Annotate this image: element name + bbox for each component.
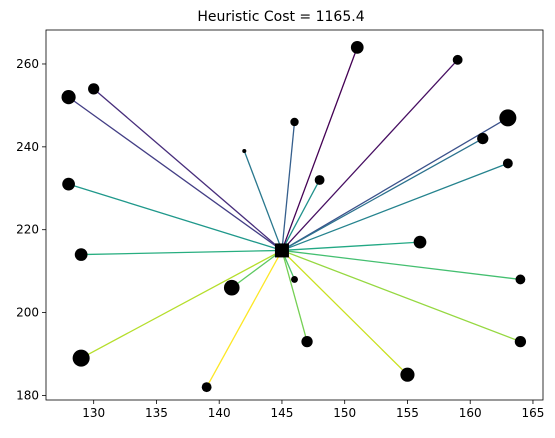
customer-point-3	[61, 90, 76, 105]
customer-point-0	[350, 41, 364, 54]
customer-point-1	[452, 54, 463, 65]
chart-title: Heuristic Cost = 1165.4	[197, 9, 364, 25]
y-tick-label-240: 240	[16, 140, 39, 154]
route-edge-9	[281, 179, 321, 251]
route-edges	[68, 47, 521, 388]
y-tick-label-220: 220	[16, 223, 39, 237]
y-tick-label-180: 180	[16, 388, 39, 402]
customer-point-16	[301, 335, 313, 348]
route-edge-12	[81, 249, 282, 256]
y-tick-label-200: 200	[16, 306, 39, 320]
customer-point-2	[88, 83, 100, 95]
customer-point-8	[502, 158, 513, 169]
route-edge-2	[93, 88, 283, 251]
x-tick-label-130: 130	[82, 406, 105, 420]
route-edge-19	[281, 249, 408, 376]
depot-marker	[274, 243, 289, 258]
customer-point-7	[242, 148, 247, 154]
customer-point-9	[314, 175, 325, 185]
customer-point-12	[74, 248, 88, 261]
customer-point-5	[290, 117, 299, 127]
y-tick-label-260: 260	[16, 57, 39, 71]
route-edge-18	[80, 249, 283, 359]
x-tick-label-155: 155	[396, 406, 419, 420]
x-tick-label-150: 150	[333, 406, 356, 420]
x-tick-label-140: 140	[208, 406, 231, 420]
plot-frame	[45, 29, 544, 401]
customer-point-6	[477, 132, 489, 145]
route-edge-16	[281, 250, 308, 342]
depot-marker-layer	[274, 243, 289, 258]
customer-point-20	[201, 382, 212, 393]
customer-point-10	[62, 177, 75, 191]
route-edge-10	[68, 183, 283, 252]
axes: 130 135 140 145 150 155 160 165 180 200 220 240 260	[16, 29, 545, 420]
route-edge-5	[281, 121, 296, 251]
customer-point-13	[515, 274, 526, 285]
customer-points	[61, 41, 527, 393]
customer-point-11	[413, 235, 427, 249]
route-edge-17	[281, 249, 521, 343]
route-edge-8	[281, 162, 509, 252]
customer-point-15	[223, 279, 240, 296]
route-edge-0	[281, 47, 358, 251]
customer-point-18	[72, 349, 90, 367]
route-edge-20	[206, 250, 283, 388]
customer-point-4	[499, 109, 517, 127]
route-edge-11	[281, 241, 421, 252]
route-edge-3	[68, 96, 283, 251]
route-edge-13	[281, 249, 521, 281]
x-tick-label-165: 165	[522, 406, 545, 420]
customer-point-19	[400, 367, 415, 382]
route-edge-15	[231, 249, 283, 289]
x-tick-label-160: 160	[459, 406, 482, 420]
x-tick-label-145: 145	[270, 406, 293, 420]
route-edge-7	[243, 150, 283, 251]
customer-point-17	[514, 335, 527, 348]
customer-point-14	[291, 275, 298, 283]
route-edge-1	[281, 59, 459, 251]
x-tick-label-135: 135	[145, 406, 168, 420]
route-edge-6	[281, 137, 484, 251]
route-edge-4	[281, 117, 509, 251]
